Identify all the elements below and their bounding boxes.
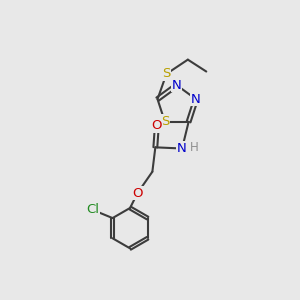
Text: N: N: [172, 79, 182, 92]
Text: S: S: [161, 115, 169, 128]
Text: O: O: [132, 187, 143, 200]
Text: S: S: [162, 68, 171, 80]
Text: Cl: Cl: [86, 203, 99, 216]
Text: N: N: [177, 142, 187, 155]
Text: O: O: [152, 119, 162, 132]
Text: H: H: [190, 141, 199, 154]
Text: N: N: [191, 93, 201, 106]
